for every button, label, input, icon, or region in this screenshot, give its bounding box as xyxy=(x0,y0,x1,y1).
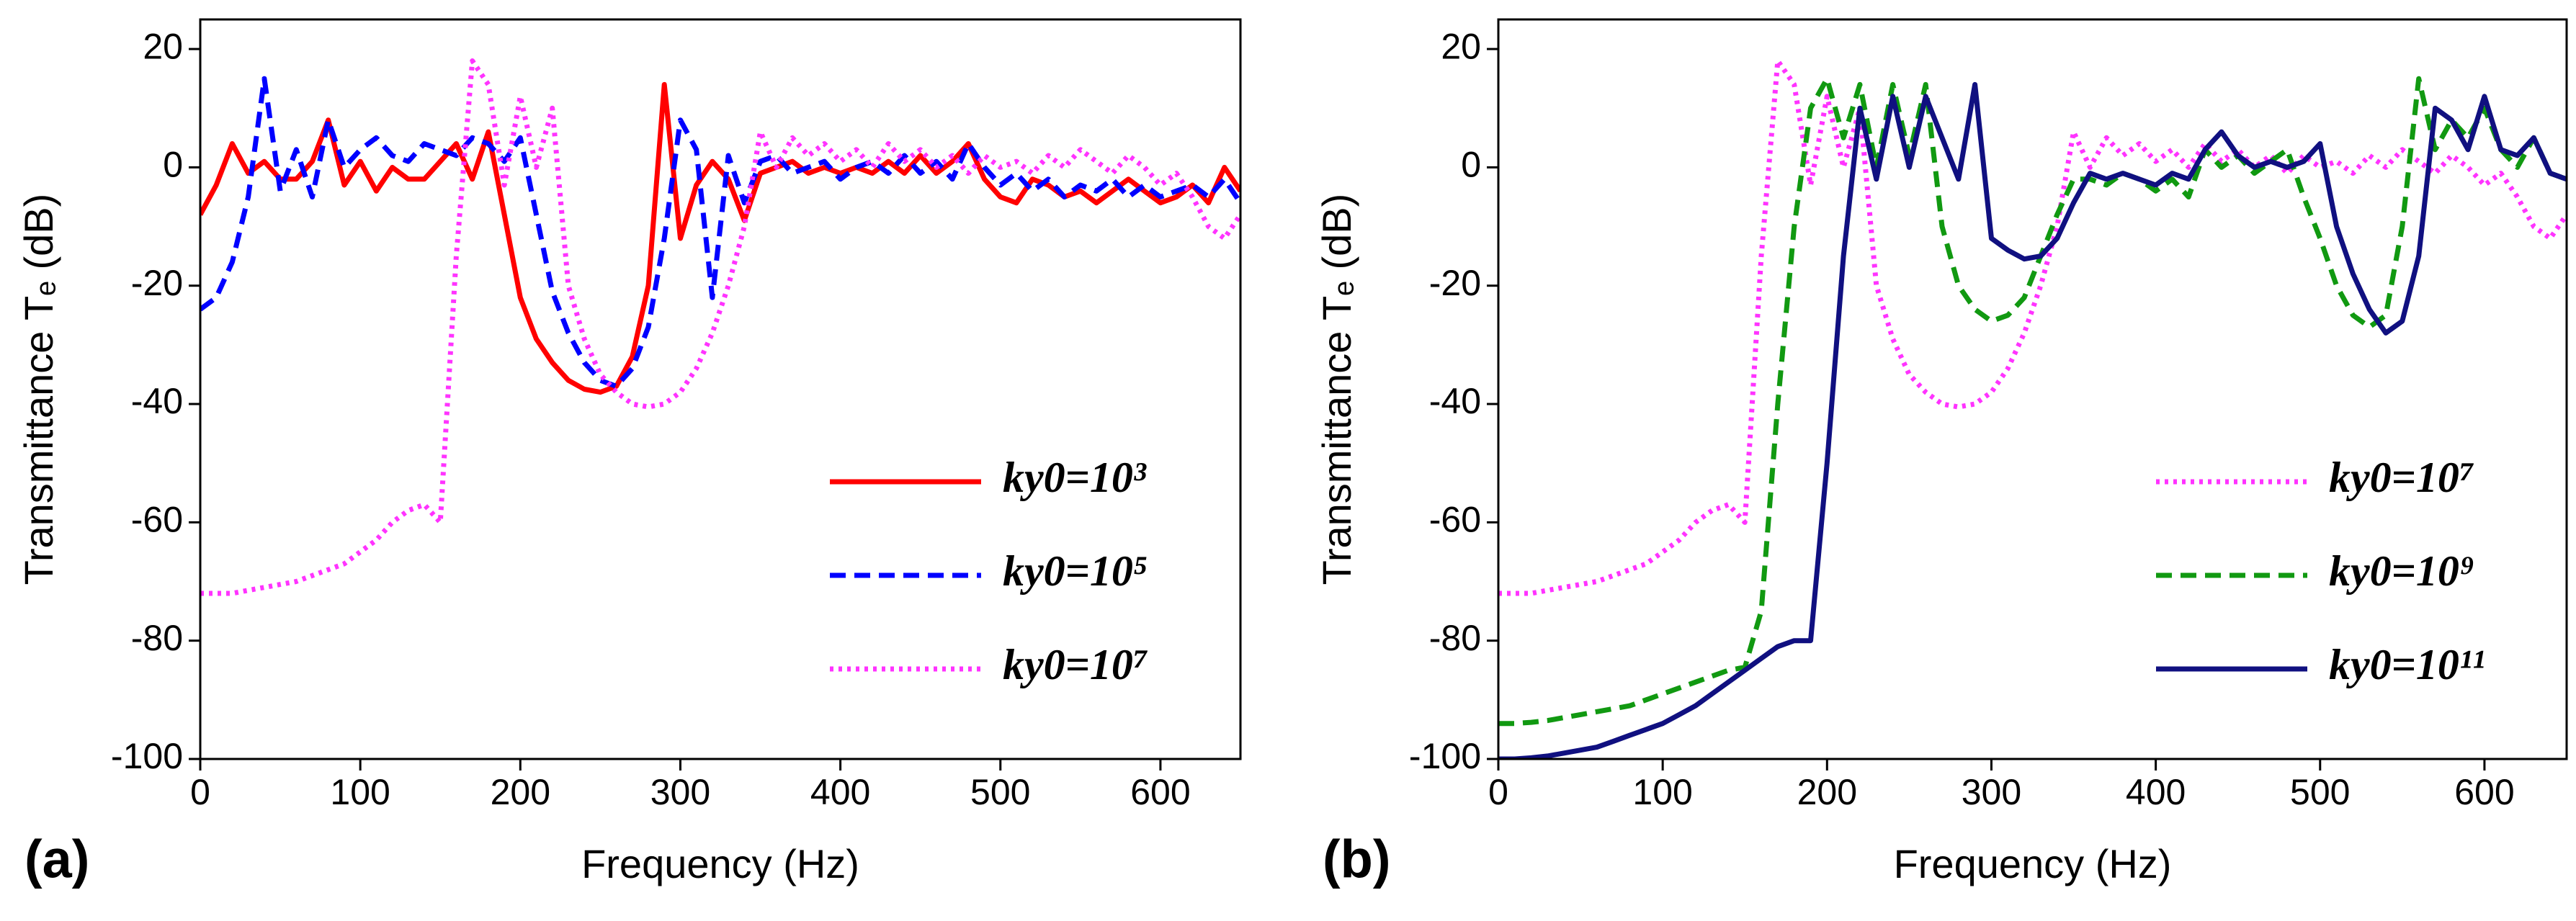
y-tick-label: -60 xyxy=(1429,500,1481,540)
x-tick-label: 0 xyxy=(1488,772,1508,812)
x-axis-label: Frequency (Hz) xyxy=(581,841,859,886)
y-tick-label: -100 xyxy=(111,736,183,776)
y-tick-label: -80 xyxy=(1429,618,1481,658)
series-line xyxy=(200,58,1240,596)
x-tick-label: 400 xyxy=(810,772,870,812)
y-tick-label: 20 xyxy=(143,26,183,66)
y-tick-label: 0 xyxy=(1461,145,1481,185)
x-tick-label: 200 xyxy=(491,772,550,812)
y-axis-label: Transmittance Tₑ (dB) xyxy=(16,194,61,585)
panel-label: (a) xyxy=(24,830,89,889)
y-tick-label: -40 xyxy=(1429,381,1481,421)
legend-label: ky0=10⁵ xyxy=(1003,547,1148,595)
plot-frame xyxy=(199,18,1242,760)
x-tick-label: 100 xyxy=(1632,772,1692,812)
plot-frame xyxy=(1497,18,2568,760)
panel: 0 100 200 300 400 500 600 -100 -80 -60 -40 -20 0 20 ky… xyxy=(16,18,1242,889)
y-tick-label: -20 xyxy=(131,263,183,303)
x-tick-label: 300 xyxy=(650,772,710,812)
series-line xyxy=(200,81,1240,395)
x-tick-label: 100 xyxy=(330,772,390,812)
legend-label: ky0=10⁷ xyxy=(1003,641,1148,688)
y-tick-label: 0 xyxy=(163,145,183,185)
y-axis-label: Transmittance Tₑ (dB) xyxy=(1314,194,1359,585)
x-tick-label: 0 xyxy=(190,772,210,812)
y-tick-label: 20 xyxy=(1441,26,1481,66)
x-tick-label: 400 xyxy=(2126,772,2186,812)
y-tick-label: -60 xyxy=(131,500,183,540)
y-tick-label: -100 xyxy=(1409,736,1481,776)
series-line xyxy=(1498,81,2567,759)
legend-label: ky0=10⁷ xyxy=(2329,454,2474,501)
legend-label: ky0=10¹¹ xyxy=(2329,641,2485,688)
x-tick-label: 500 xyxy=(970,772,1030,812)
series-line xyxy=(1498,76,2567,727)
series-line xyxy=(1498,58,2567,596)
panel: 0 100 200 300 400 500 600 -100 -80 -60 -40 -20 0 20 ky… xyxy=(1314,18,2568,889)
x-tick-label: 300 xyxy=(1962,772,2021,812)
x-axis-label: Frequency (Hz) xyxy=(1894,841,2172,886)
x-tick-label: 600 xyxy=(1130,772,1190,812)
legend-label: ky0=10⁹ xyxy=(2329,547,2474,595)
series-line xyxy=(200,76,1240,389)
y-tick-label: -20 xyxy=(1429,263,1481,303)
x-tick-label: 500 xyxy=(2290,772,2350,812)
x-tick-label: 200 xyxy=(1797,772,1857,812)
panel-label: (b) xyxy=(1323,830,1391,889)
legend-label: ky0=10³ xyxy=(1003,454,1147,501)
y-tick-label: -80 xyxy=(131,618,183,658)
x-tick-label: 600 xyxy=(2454,772,2514,812)
y-tick-label: -40 xyxy=(131,381,183,421)
